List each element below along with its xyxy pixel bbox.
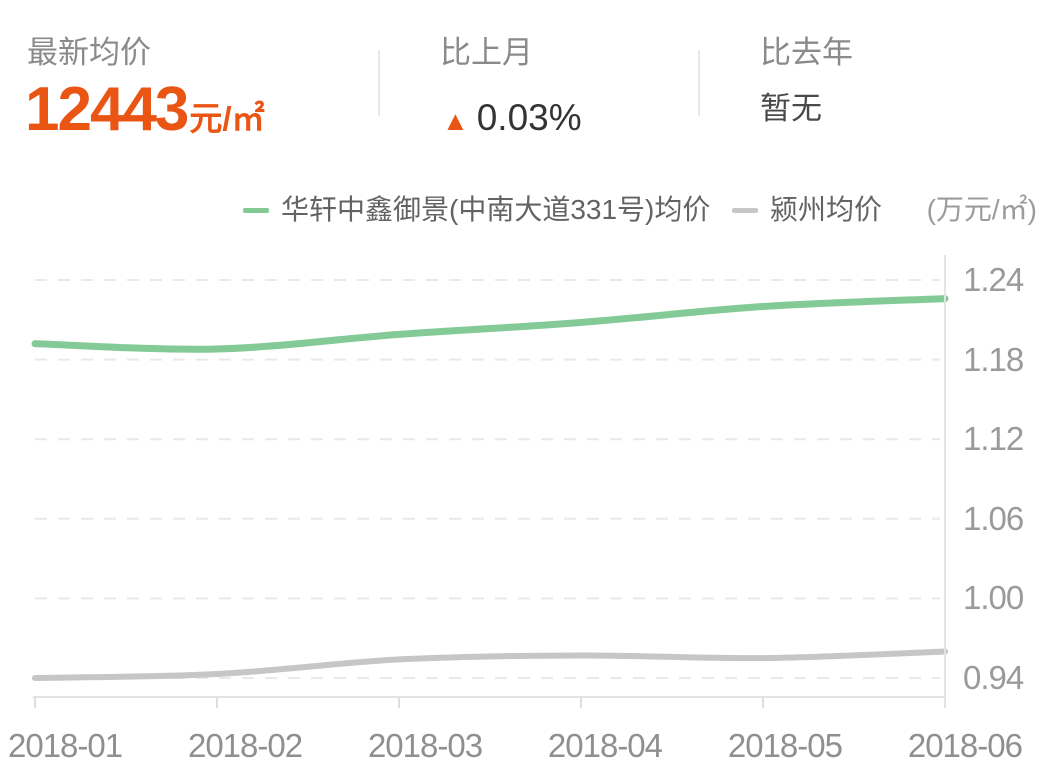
header-divider [698, 50, 700, 116]
chart-legend: 华轩中鑫御景(中南大道331号)均价 颍州均价 (万元/㎡) [0, 194, 1059, 226]
y-axis-unit-label: (万元/㎡) [926, 194, 1037, 225]
up-arrow-icon: ▲ [442, 106, 469, 136]
x-axis-tick-label: 2018-01 [8, 727, 123, 764]
legend-label-property: 华轩中鑫御景(中南大道331号)均价 [281, 194, 711, 225]
y-axis-tick-label: 1.24 [963, 261, 1024, 298]
month-over-month-percent: 0.03% [476, 97, 582, 138]
year-over-year-label: 比去年 [760, 35, 853, 70]
x-axis-tick-label: 2018-04 [547, 727, 663, 764]
latest-price-number: 12443 [25, 75, 189, 144]
y-axis-tick-label: 1.00 [963, 579, 1024, 617]
y-axis-tick-label: 1.12 [963, 420, 1024, 458]
y-axis-tick-label: 1.18 [963, 340, 1024, 378]
x-axis-tick-label: 2018-03 [367, 727, 483, 764]
y-axis-tick-label: 1.06 [963, 499, 1024, 537]
month-over-month-value: ▲ 0.03% [442, 99, 582, 136]
legend-label-district: 颍州均价 [770, 194, 883, 225]
x-axis-labels: 2018-01 2018-02 2018-03 2018-04 2018-05 2018-… [8, 727, 1023, 764]
x-axis-tick-label: 2018-05 [727, 727, 843, 764]
series-line-2 [32, 648, 948, 681]
legend-item-district[interactable]: 颍州均价 [732, 194, 882, 226]
x-axis-tick-label: 2018-06 [907, 727, 1023, 764]
x-axis-tick-label: 2018-02 [187, 727, 303, 764]
y-axis-tick-label: 0.94 [963, 659, 1024, 696]
latest-price-unit: 元/㎡ [189, 100, 265, 137]
month-over-month-label: 比上月 [440, 35, 533, 70]
year-over-year-value: 暂无 [760, 91, 822, 126]
latest-price-value: 12443元/㎡ [25, 79, 265, 141]
header-divider [378, 50, 380, 116]
series-line-1 [31, 295, 949, 353]
legend-dash-2 [732, 207, 758, 213]
legend-dash-1 [243, 207, 269, 213]
latest-price-label: 最新均价 [27, 35, 151, 70]
legend-item-property[interactable]: 华轩中鑫御景(中南大道331号)均价 [243, 194, 710, 226]
